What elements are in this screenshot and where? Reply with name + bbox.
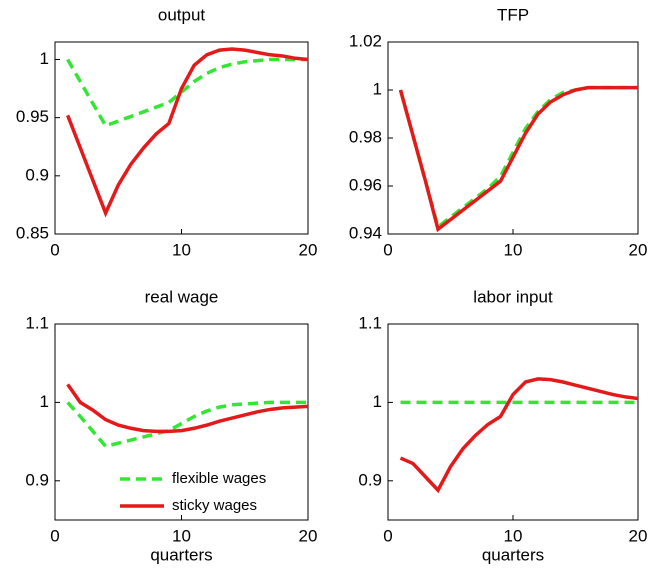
- chart-title: output: [158, 5, 206, 24]
- y-tick-label: 1.1: [358, 313, 382, 332]
- y-tick-label: 0.94: [349, 223, 382, 242]
- x-axis-label: quarters: [482, 545, 544, 564]
- chart-title: real wage: [145, 287, 219, 306]
- y-tick-label: 1.1: [25, 313, 49, 332]
- series-line: [398, 85, 638, 230]
- plot-area: [54, 41, 309, 235]
- x-tick-label: 10: [504, 240, 523, 259]
- y-tick-label: 0.98: [349, 127, 382, 146]
- x-tick-label: 20: [299, 526, 318, 545]
- x-tick-label: 20: [629, 240, 648, 259]
- y-tick-label: 0.9: [358, 470, 382, 489]
- chart-title: TFP: [497, 5, 529, 24]
- plot-area: [54, 323, 309, 521]
- plot-area: [387, 323, 639, 521]
- x-tick-label: 0: [383, 526, 392, 545]
- series-line: [399, 377, 639, 494]
- x-tick-label: 10: [172, 526, 191, 545]
- series-line: [66, 57, 308, 128]
- legend-label: sticky wages: [172, 497, 257, 514]
- series-line: [66, 400, 308, 449]
- x-tick-label: 0: [50, 526, 59, 545]
- series-line: [66, 383, 309, 434]
- y-tick-label: 0.96: [349, 175, 382, 194]
- y-tick-label: 0.9: [25, 470, 49, 489]
- y-tick-label: 0.85: [16, 223, 49, 242]
- y-tick-label: 0.95: [16, 107, 49, 126]
- series-line: [398, 85, 638, 233]
- x-tick-label: 20: [299, 240, 318, 259]
- x-tick-label: 10: [504, 526, 523, 545]
- y-tick-label: 1: [40, 49, 49, 68]
- series-line: [66, 47, 309, 218]
- y-tick-label: 1.02: [349, 31, 382, 50]
- y-tick-label: 1: [40, 392, 49, 411]
- plot-area: [387, 41, 639, 235]
- x-axis-label: quarters: [150, 545, 212, 564]
- x-tick-label: 0: [383, 240, 392, 259]
- x-tick-label: 20: [629, 526, 648, 545]
- chart-title: labor input: [473, 287, 553, 306]
- y-tick-label: 1: [373, 79, 382, 98]
- y-tick-label: 1: [373, 392, 382, 411]
- x-tick-label: 10: [172, 240, 191, 259]
- x-tick-label: 0: [50, 240, 59, 259]
- y-tick-label: 0.9: [25, 165, 49, 184]
- legend-label: flexible wages: [172, 470, 266, 487]
